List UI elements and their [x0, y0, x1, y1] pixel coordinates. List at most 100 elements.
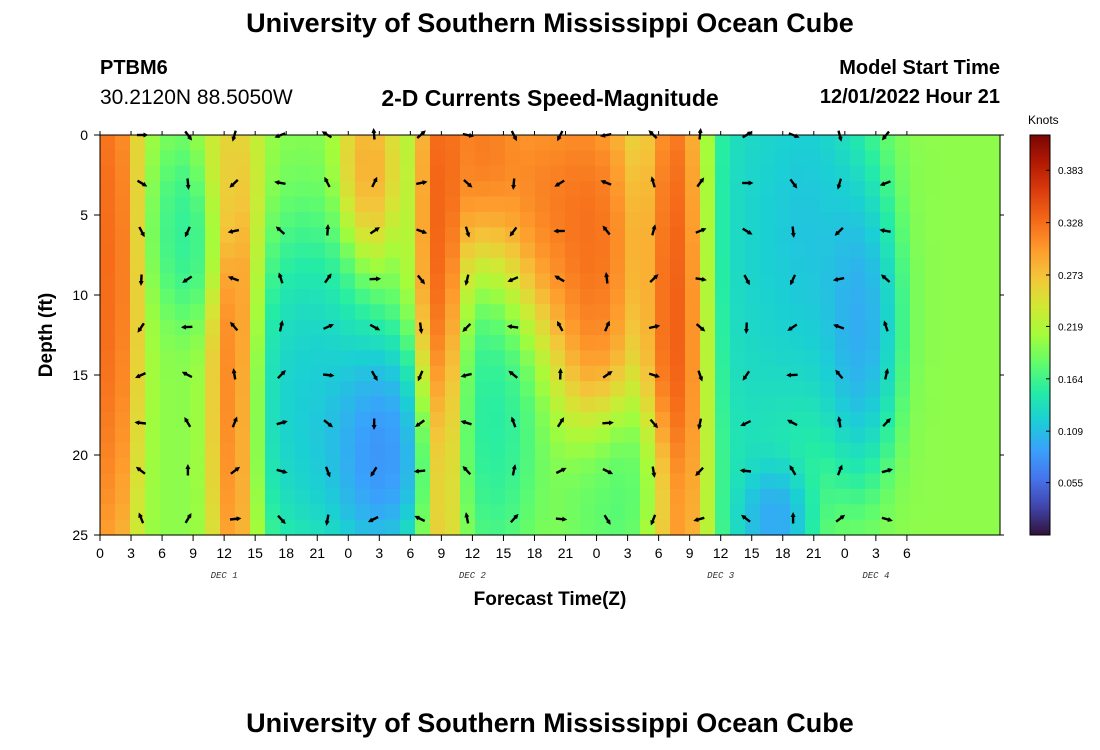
heatmap-cell	[175, 442, 191, 459]
x-tick-label: 21	[806, 545, 822, 561]
heatmap-cell	[220, 288, 236, 305]
colorbar-tick-label: 0.383	[1058, 166, 1083, 177]
heatmap-cell	[295, 442, 311, 459]
heatmap-cell	[145, 411, 161, 428]
heatmap-cell	[595, 350, 611, 367]
heatmap-cell	[475, 150, 491, 167]
heatmap-cell	[655, 304, 671, 321]
heatmap-cell	[655, 319, 671, 336]
heatmap-cell	[700, 258, 716, 275]
heatmap-cell	[325, 165, 341, 182]
heatmap-cell	[115, 211, 131, 228]
heatmap-cell	[910, 304, 926, 321]
heatmap-cell	[130, 273, 146, 290]
heatmap-cell	[250, 273, 266, 290]
heatmap-cell	[655, 288, 671, 305]
heatmap-cell	[280, 196, 296, 213]
heatmap-cell	[415, 258, 431, 275]
heatmap-cell	[415, 442, 431, 459]
heatmap-cell	[970, 165, 986, 182]
heatmap-cell	[160, 350, 176, 367]
heatmap-cell	[580, 458, 596, 475]
heatmap-cell	[145, 396, 161, 413]
heatmap-cell	[385, 319, 401, 336]
heatmap-cell	[820, 519, 836, 536]
current-vector-arrow	[227, 228, 240, 234]
colorbar-unit-label: Knots	[1028, 113, 1059, 127]
heatmap-cell	[580, 519, 596, 536]
heatmap-cell	[400, 258, 416, 275]
heatmap-cell	[775, 427, 791, 444]
current-vector-arrow	[836, 416, 842, 428]
heatmap-cell	[190, 458, 206, 475]
heatmap-cell	[235, 411, 251, 428]
current-vector-arrow	[414, 515, 426, 523]
heatmap-cell	[655, 273, 671, 290]
heatmap-cell	[235, 473, 251, 490]
heatmap-cell	[100, 288, 116, 305]
y-tick-label: 10	[72, 287, 88, 303]
heatmap-cell	[970, 181, 986, 198]
heatmap-cell	[835, 427, 851, 444]
heatmap-cell	[475, 458, 491, 475]
heatmap-cell	[190, 519, 206, 536]
heatmap-cell	[595, 335, 611, 351]
heatmap-cell	[970, 488, 986, 505]
heatmap-cell	[175, 150, 191, 167]
heatmap-cell	[625, 381, 641, 398]
x-tick-label: 0	[841, 545, 849, 561]
heatmap-cell	[970, 288, 986, 305]
heatmap-cell	[685, 335, 701, 351]
heatmap-cell	[745, 196, 761, 213]
current-vector-arrow	[464, 274, 470, 286]
heatmap-cell	[790, 304, 806, 321]
heatmap-cell	[310, 196, 326, 213]
heatmap-cell	[265, 196, 281, 213]
heatmap-cell	[715, 458, 731, 475]
heatmap-cell	[460, 211, 476, 228]
heatmap-cell	[865, 411, 881, 428]
heatmap-cell	[955, 442, 971, 459]
heatmap-cell	[295, 304, 311, 321]
plot-frame	[99, 134, 1001, 536]
heatmap-cell	[805, 304, 821, 321]
heatmap-cell	[820, 365, 836, 382]
heatmap-cell	[250, 319, 266, 336]
heatmap-cell	[835, 196, 851, 213]
heatmap-cell	[895, 196, 911, 213]
heatmap-cell	[745, 504, 761, 521]
current-vector-arrow	[884, 368, 890, 380]
heatmap-cell	[265, 381, 281, 398]
heatmap-cell	[640, 504, 656, 521]
heatmap-cell	[190, 165, 206, 182]
heatmap-cell	[280, 365, 296, 382]
heatmap-cell	[565, 165, 581, 182]
heatmap-cell	[160, 242, 176, 259]
current-vector-arrow	[695, 466, 704, 477]
heatmap-cell	[130, 411, 146, 428]
heatmap-cell	[535, 335, 551, 351]
heatmap-cell	[415, 396, 431, 413]
heatmap-cell	[310, 335, 326, 351]
current-vector-arrow	[604, 272, 610, 284]
heatmap-cell	[655, 488, 671, 505]
chart-title: University of Southern Mississippi Ocean…	[246, 8, 854, 38]
heatmap-cell	[670, 411, 686, 428]
heatmap-cell	[805, 258, 821, 275]
heatmap-cell	[775, 227, 791, 244]
heatmap-cell	[280, 442, 296, 459]
heatmap-cell	[865, 350, 881, 367]
x-tick-label: 3	[375, 545, 383, 561]
heatmap-cell	[775, 150, 791, 167]
heatmap-cell	[145, 288, 161, 305]
heatmap-cell	[385, 181, 401, 198]
heatmap-cell	[910, 473, 926, 490]
heatmap-cell	[190, 181, 206, 198]
heatmap-cell	[835, 504, 851, 521]
heatmap-cell	[325, 196, 341, 213]
heatmap-cell	[175, 396, 191, 413]
heatmap-cell	[640, 488, 656, 505]
heatmap-cell	[685, 504, 701, 521]
heatmap-cell	[310, 458, 326, 475]
heatmap-cell	[910, 196, 926, 213]
